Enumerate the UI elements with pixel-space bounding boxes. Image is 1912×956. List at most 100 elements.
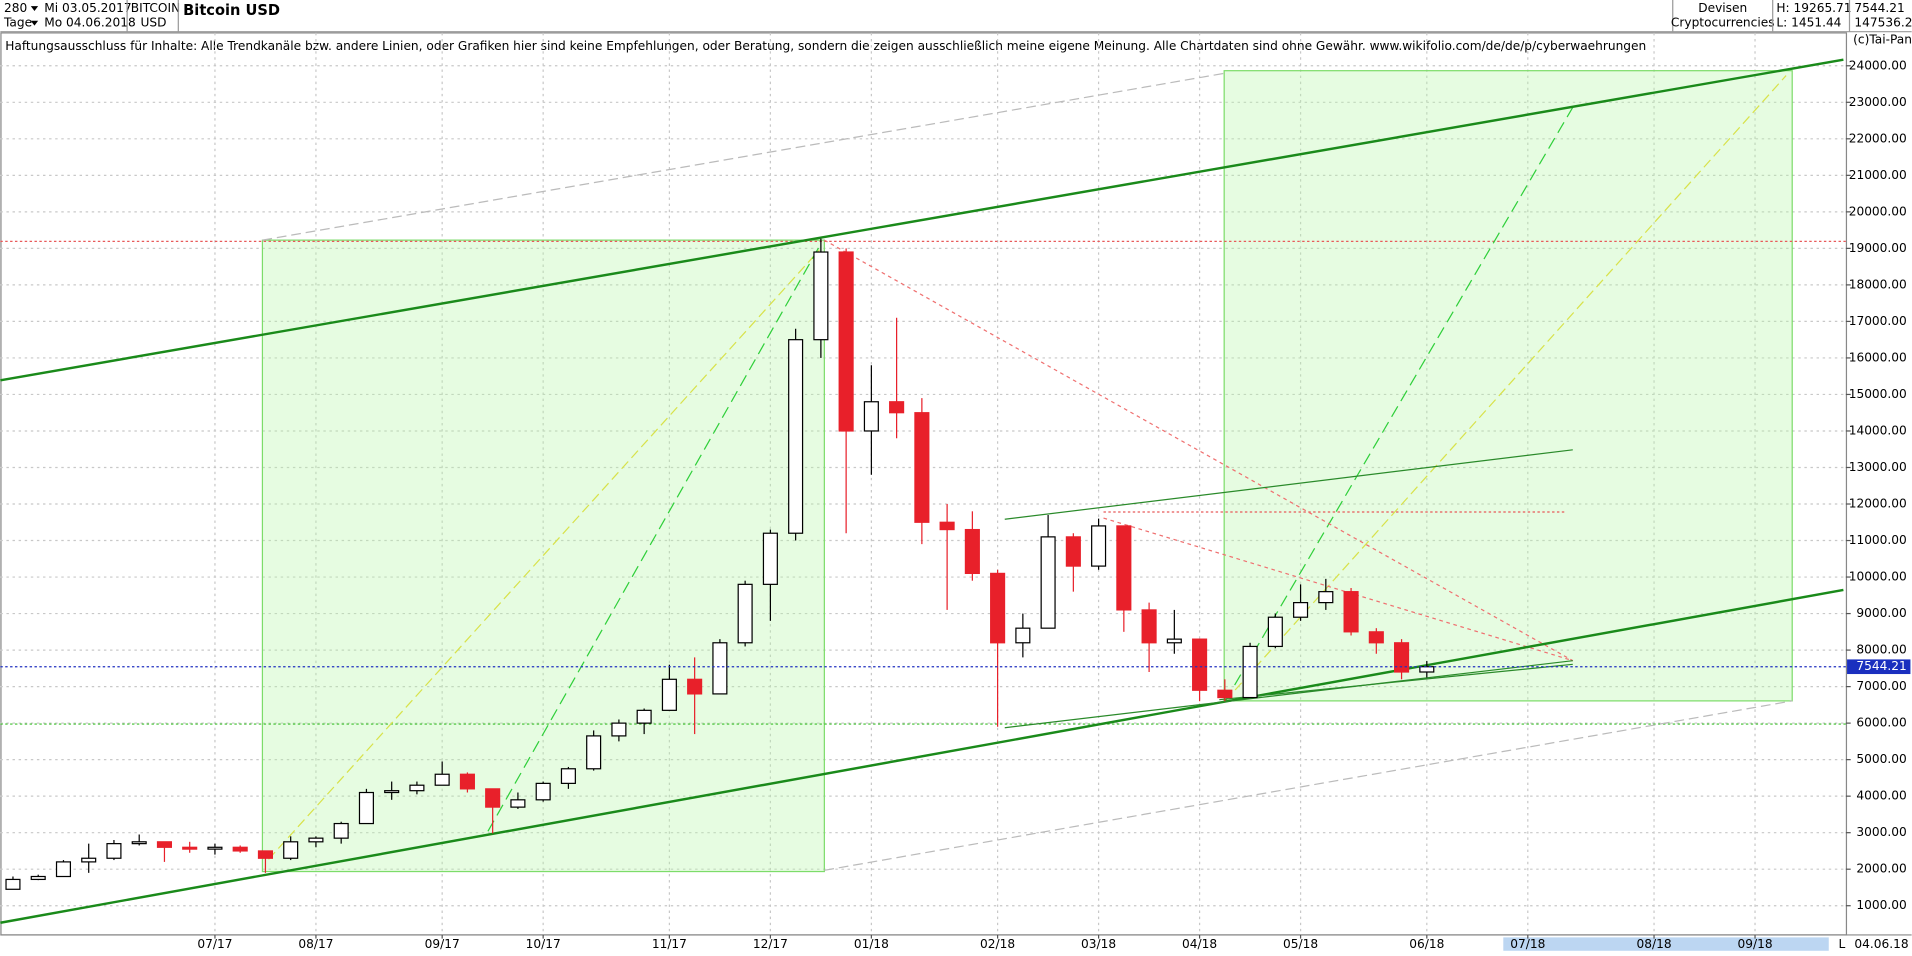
- candle-body: [586, 735, 602, 770]
- candle-body: [333, 822, 349, 839]
- candle-body: [964, 528, 980, 575]
- trend-dashed: [268, 249, 820, 860]
- x-tick-label: 08/18: [1637, 937, 1672, 951]
- candle-body: [510, 799, 526, 808]
- y-tick-label: 10000.00: [1849, 570, 1907, 584]
- y-tick-label: 8000.00: [1856, 643, 1906, 657]
- x-tick-label: 07/18: [1510, 937, 1545, 951]
- trend-channel: [0, 588, 1844, 924]
- candle-body: [106, 843, 122, 859]
- trend-dashed: [824, 700, 1793, 871]
- trend-dashed: [487, 245, 821, 832]
- y-tick-label: 23000.00: [1849, 95, 1907, 109]
- candle-body: [434, 773, 450, 786]
- trend-line: [1004, 449, 1573, 520]
- y-tick-label: 14000.00: [1849, 423, 1907, 437]
- date-to: Mo 04.06.2018: [44, 16, 136, 30]
- x-tick-label: 10/17: [526, 937, 561, 951]
- candle-body: [636, 709, 652, 724]
- candle-body: [1116, 525, 1132, 611]
- candle-body: [207, 846, 223, 850]
- y-tick-label: 1000.00: [1856, 898, 1906, 912]
- candle-body: [1419, 666, 1435, 673]
- candle-body: [1015, 627, 1031, 644]
- last: 7544.21: [1854, 1, 1904, 15]
- candle-body: [611, 722, 627, 737]
- y-tick-label: 24000.00: [1849, 58, 1907, 72]
- candle-body: [712, 642, 728, 695]
- unit[interactable]: Tage: [3, 16, 32, 30]
- candle-body: [485, 788, 501, 808]
- trend-dashed: [1224, 106, 1574, 702]
- candle-body: [1368, 631, 1384, 644]
- candle-body: [1394, 642, 1410, 673]
- candle-body: [1166, 638, 1182, 644]
- candle-body: [283, 841, 299, 859]
- current-price-box: [1847, 659, 1911, 675]
- x-tick-label: 05/18: [1283, 937, 1318, 951]
- x-tick-label: 03/18: [1081, 937, 1116, 951]
- candle-body: [687, 678, 703, 695]
- candle-body: [55, 861, 72, 878]
- candle-body: [1318, 591, 1334, 604]
- candle-body: [459, 773, 475, 790]
- volume: 147536.2: [1854, 16, 1912, 30]
- candle-body: [1065, 536, 1081, 567]
- candle-body: [1217, 689, 1233, 699]
- subgroup: Cryptocurrencies: [1671, 16, 1775, 30]
- candle-body: [762, 532, 778, 585]
- candle-body: [914, 412, 930, 523]
- disclaimer: Haftungsausschluss für Inhalte: Alle Tre…: [5, 39, 1646, 53]
- currency: USD: [141, 16, 167, 30]
- x-tick-label: 02/18: [980, 937, 1015, 951]
- x-tick-label: 04/18: [1182, 937, 1217, 951]
- y-tick-label: 5000.00: [1856, 752, 1906, 766]
- candle-body: [1192, 638, 1208, 691]
- y-tick-label: 9000.00: [1856, 606, 1906, 620]
- date-from: Mi 03.05.2017: [44, 1, 131, 15]
- x-tick-label: 06/18: [1409, 937, 1444, 951]
- box-annotation: [261, 239, 825, 873]
- candle-body: [1267, 616, 1283, 648]
- candle-body: [358, 791, 374, 825]
- y-tick-label: 11000.00: [1849, 533, 1907, 547]
- trend-line: [1004, 660, 1573, 729]
- candle-body: [535, 782, 551, 801]
- x-tick-label: 11/17: [652, 937, 687, 951]
- y-tick-label: 22000.00: [1849, 131, 1907, 145]
- candle-body: [131, 841, 147, 845]
- unit-dropdown[interactable]: [30, 20, 39, 26]
- candle-body: [863, 401, 879, 432]
- candle-body: [990, 572, 1006, 644]
- candle-body: [1091, 525, 1107, 567]
- y-tick-label: 12000.00: [1849, 497, 1907, 511]
- y-tick-label: 4000.00: [1856, 789, 1906, 803]
- candle-body: [788, 339, 804, 534]
- current-price-label: 7544.21: [1856, 659, 1906, 673]
- candle-body: [813, 251, 829, 341]
- candle-body: [889, 401, 905, 414]
- candle-body: [232, 846, 248, 852]
- candle-body: [156, 841, 173, 848]
- y-tick-label: 13000.00: [1849, 460, 1907, 474]
- candle-body: [1040, 536, 1056, 629]
- footer-date: 04.06.18: [1854, 937, 1908, 951]
- trend-line: [1219, 663, 1573, 701]
- y-tick-label: 16000.00: [1849, 350, 1907, 364]
- trend-dashed: [262, 72, 1226, 241]
- candle-body: [661, 678, 677, 711]
- candle-body: [1141, 609, 1157, 644]
- x-tick-label: 09/17: [425, 937, 460, 951]
- high: H: 19265.71: [1776, 1, 1851, 15]
- candle-body: [81, 857, 97, 863]
- x-tick-label: 09/18: [1737, 937, 1772, 951]
- trend-dashed: [1103, 517, 1573, 662]
- candle-body: [384, 790, 400, 794]
- period[interactable]: 280: [4, 1, 27, 15]
- y-tick-label: 7000.00: [1856, 679, 1906, 693]
- period-dropdown[interactable]: [30, 6, 39, 11]
- x-tick-label: 07/17: [197, 937, 232, 951]
- future-strip: [1503, 937, 1829, 951]
- candle-body: [737, 583, 753, 644]
